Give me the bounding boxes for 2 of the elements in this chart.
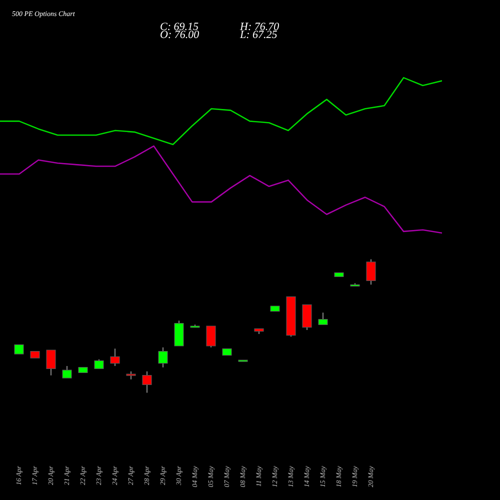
text: L: 67.25 xyxy=(240,29,278,41)
text: O: 76.00 xyxy=(160,29,200,41)
